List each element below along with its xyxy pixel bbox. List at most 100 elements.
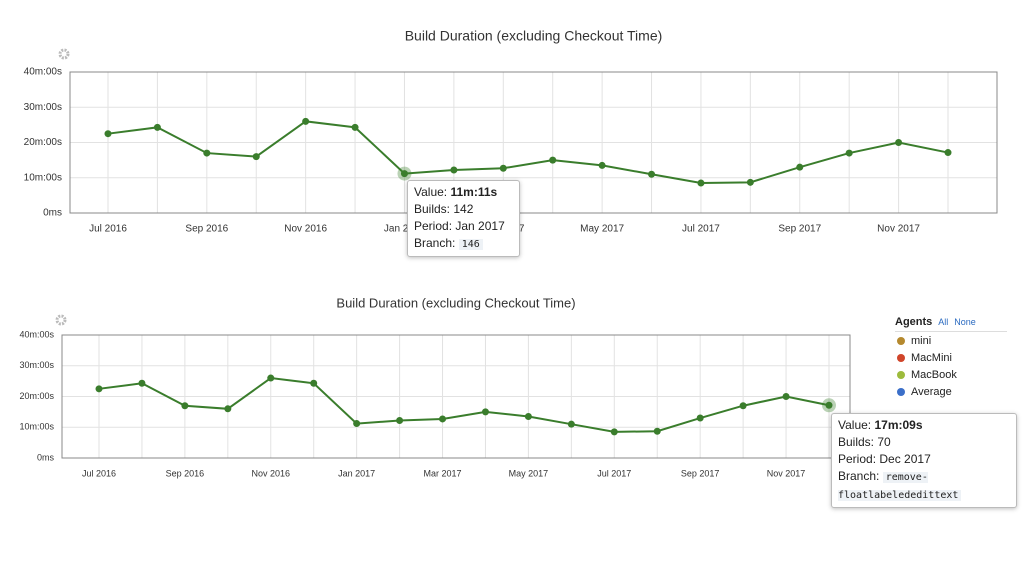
point [796, 163, 804, 171]
point [138, 379, 146, 387]
legend-item[interactable]: mini [895, 333, 1007, 349]
tooltip-value: 17m:09s [874, 418, 923, 432]
x-tick-label: Sep 2017 [778, 224, 821, 235]
y-tick-label: 20m:00s [19, 391, 54, 401]
x-tick-label: May 2017 [580, 224, 624, 235]
legend-swatch [897, 388, 905, 396]
x-tick-label: May 2017 [509, 468, 549, 478]
point [302, 117, 310, 125]
legend-label: MacBook [911, 369, 957, 381]
point [224, 405, 232, 413]
tooltip-value: 70 [877, 435, 891, 449]
y-tick-label: 20m:00s [24, 137, 62, 148]
point [450, 166, 458, 174]
line [98, 377, 830, 433]
tooltip-row: Branch: 146 [414, 235, 513, 253]
tooltip-key: Builds: [414, 202, 451, 216]
legend-heading: Agents [895, 316, 933, 328]
tooltip-key: Builds: [838, 435, 875, 449]
point [499, 164, 507, 172]
tooltip-row: Period: Dec 2017 [838, 451, 1010, 468]
point [153, 123, 161, 131]
point [598, 161, 606, 169]
point [746, 178, 754, 186]
point [400, 170, 408, 178]
y-tick-label: 30m:00s [19, 360, 54, 370]
point [549, 156, 557, 164]
tooltip-row: Builds: 142 [414, 201, 513, 218]
x-tick-label: Nov 2016 [251, 468, 290, 478]
point [825, 401, 833, 409]
x-tick-label: Jan 2017 [384, 224, 426, 235]
tooltip-value: 146 [458, 239, 483, 250]
point [653, 427, 661, 435]
point [481, 408, 489, 416]
point [351, 123, 359, 131]
point [396, 416, 404, 424]
legend-swatch [897, 337, 905, 345]
point [697, 179, 705, 187]
x-tick-label: Jan 2017 [338, 468, 375, 478]
point [439, 415, 447, 423]
tooltip: Value: 17m:09s Builds: 70 Period: Dec 2017… [831, 413, 1017, 508]
point [696, 414, 704, 422]
tooltip-row: Branch: remove-floatlabelededittext [838, 468, 1010, 504]
y-tick-label: 0ms [43, 208, 62, 219]
plot-frame [69, 71, 998, 214]
legend-label: mini [911, 335, 932, 347]
point [104, 130, 112, 138]
point [567, 420, 575, 428]
chart-title: Build Duration (excluding Checkout Time) [405, 28, 663, 44]
legend: Agents All None mini MacMini MacBook Average [895, 316, 1007, 400]
legend-link[interactable]: None [954, 317, 976, 327]
point [944, 149, 952, 157]
x-tick-label: Jul 2017 [597, 468, 631, 478]
chart-title: Build Duration (excluding Checkout Time) [336, 295, 575, 310]
legend-item[interactable]: MacMini [895, 350, 1007, 366]
x-tick-label: Nov 2016 [284, 224, 327, 235]
x-tick-label: Nov 2017 [767, 468, 806, 478]
x-tick-label: Sep 2016 [185, 224, 228, 235]
tooltip-key: Value: [838, 418, 872, 432]
point [524, 412, 532, 420]
legend-swatch [897, 354, 905, 362]
point [648, 170, 656, 178]
settings-icon [58, 48, 70, 60]
y-tick-label: 40m:00s [24, 67, 62, 78]
legend-label: Average [911, 386, 952, 398]
legend-swatch [897, 371, 905, 379]
x-tick-label: Mar 2017 [424, 468, 462, 478]
x-tick-label: Jul 2017 [682, 224, 720, 235]
y-tick-label: 30m:00s [24, 102, 62, 113]
point [353, 420, 361, 428]
plot-frame [61, 334, 851, 459]
tooltip-row: Period: Jan 2017 [414, 218, 513, 235]
point [845, 149, 853, 157]
tooltip-key: Branch: [838, 469, 880, 483]
tooltip: Value: 11m:11s Builds: 142 Period: Jan 201… [407, 180, 520, 257]
legend-link[interactable]: All [938, 317, 949, 327]
point [203, 149, 211, 157]
legend-item[interactable]: MacBook [895, 367, 1007, 383]
x-tick-label: Sep 2017 [681, 468, 720, 478]
point [610, 428, 618, 436]
point [267, 374, 275, 382]
y-tick-label: 10m:00s [19, 422, 54, 432]
point [782, 393, 790, 400]
point [739, 402, 747, 410]
x-tick-label: Nov 2017 [877, 224, 920, 235]
settings-icon [55, 314, 67, 326]
x-tick-label: Sep 2016 [166, 468, 205, 478]
x-tick-label: Jul 2016 [89, 224, 127, 235]
tooltip-row: Value: 17m:09s [838, 417, 1010, 434]
point [310, 379, 318, 387]
point [895, 139, 903, 146]
y-tick-label: 10m:00s [24, 172, 62, 183]
tooltip-value: 11m:11s [450, 185, 498, 199]
y-tick-label: 0ms [37, 452, 55, 462]
tooltip-key: Value: [414, 185, 448, 199]
legend-item[interactable]: Average [895, 384, 1007, 400]
legend-label: MacMini [911, 352, 952, 364]
